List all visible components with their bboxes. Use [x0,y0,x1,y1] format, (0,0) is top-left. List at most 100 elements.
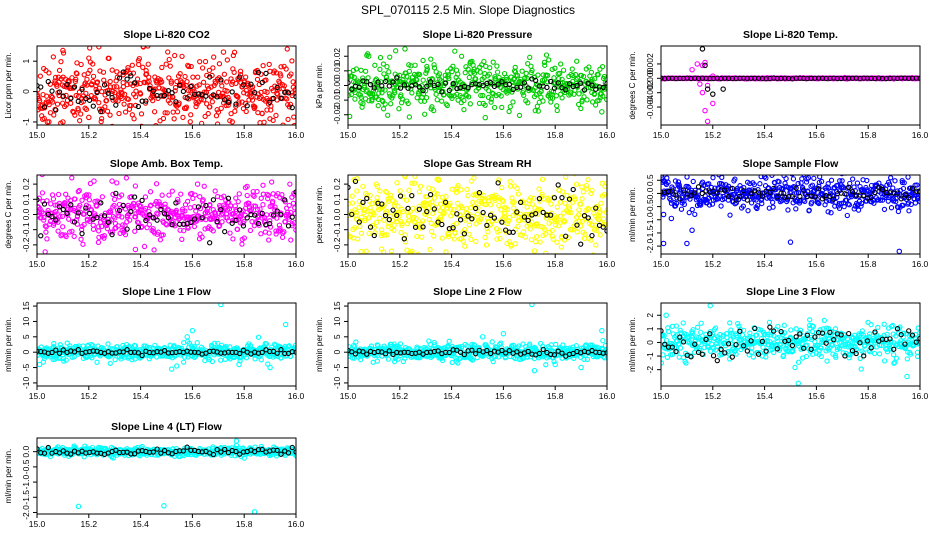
data-point [196,82,202,88]
data-point [431,107,437,114]
data-point [514,185,520,192]
data-point [153,181,160,187]
reference-point [259,79,265,86]
data-point [552,65,558,71]
data-point [139,123,144,125]
data-point [588,190,594,197]
data-point [49,192,56,198]
data-point [280,122,286,125]
data-point [154,210,160,216]
x-tick-label: 16.0 [599,130,616,140]
data-point [539,176,546,182]
data-point [414,233,420,239]
reference-point [101,82,108,88]
data-point [110,191,116,198]
data-point [59,213,66,219]
plot-frame [36,302,297,387]
data-point [88,341,95,348]
data-point [439,357,446,364]
reference-point [218,206,224,213]
data-point [133,88,139,94]
points [37,175,296,254]
data-point [77,118,83,124]
outlier-point [365,53,372,59]
reference-point [349,211,355,217]
data-point [78,61,84,68]
data-point [488,96,495,102]
data-point [431,195,437,201]
data-point [119,90,125,96]
reference-point [842,191,848,197]
data-point [905,175,911,180]
y-tick-label: -0.2 [21,237,31,252]
data-point [122,91,128,97]
data-point [160,115,167,122]
data-point [554,107,560,114]
data-point [413,215,419,222]
data-point [281,83,287,89]
data-point [492,353,499,360]
data-point [579,196,585,202]
data-point [461,106,467,113]
data-point [572,196,578,202]
data-point [540,98,546,104]
reference-point [120,349,126,355]
data-point [271,341,278,347]
x-tick-label: 15.4 [443,391,460,401]
reference-point [146,85,153,92]
data-point [510,99,516,105]
data-point [109,229,115,235]
y-tick-label: 0 [332,350,342,355]
reference-point [510,86,516,93]
data-point [560,67,567,73]
reference-point [56,89,63,95]
reference-point [551,195,558,201]
data-point [538,88,544,94]
reference-point [849,188,856,195]
data-point [57,214,63,220]
data-point [811,175,817,182]
data-point [576,91,582,97]
data-point [475,85,482,91]
data-point [690,178,696,185]
data-point [550,236,556,242]
reference-outlier [699,46,706,52]
reference-point [53,217,59,223]
data-point [480,92,486,99]
data-point [188,112,194,118]
data-point [357,175,359,176]
data-point [520,229,527,235]
reference-point [143,98,149,104]
data-point [446,338,452,344]
y-tick-label: 15 [21,301,31,311]
data-point [560,189,566,195]
data-point [211,54,217,60]
data-point [490,358,496,365]
data-point [284,46,290,52]
data-point [218,105,224,111]
data-point [597,232,603,238]
data-point [276,222,283,228]
data-point [394,180,400,186]
data-point [358,248,364,254]
data-point [44,236,50,242]
data-point [482,102,488,108]
data-point [597,66,603,72]
reference-point [356,219,362,225]
reference-point [158,206,164,213]
reference-point [555,80,561,86]
reference-point [589,232,595,239]
outlier-point [37,361,43,368]
data-point [827,188,833,194]
data-point [179,236,185,242]
x-tick-label: 15.8 [236,391,253,401]
data-point [445,231,452,238]
reference-point [819,196,826,202]
reference-point [574,82,580,89]
data-point [391,358,398,365]
outlier-point [194,181,201,187]
data-point [350,343,357,349]
data-point [364,192,371,198]
data-point [740,203,746,209]
x-tick-label: 15.0 [29,391,46,401]
